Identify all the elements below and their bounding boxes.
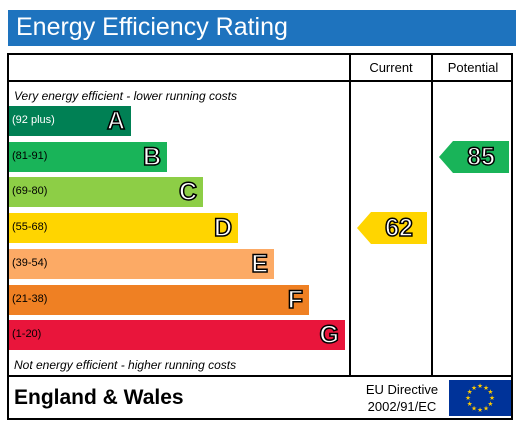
divider-potential	[431, 53, 433, 377]
flag-star-icon: ★	[471, 384, 477, 392]
band-range-label: (21-38)	[12, 292, 48, 305]
eu-flag-icon: ★ ★★★★★★★★★★★	[449, 380, 511, 416]
band-g: (1-20) G	[9, 320, 345, 351]
footer-rule	[7, 375, 513, 377]
band-range-label: (39-54)	[12, 256, 48, 269]
rating-frame	[7, 53, 513, 420]
band-range-label: (92 plus)	[12, 114, 55, 126]
band-letter-label: F	[287, 285, 304, 315]
current-rating-arrow-value: 62	[384, 213, 413, 243]
region-label: England & Wales	[14, 386, 184, 409]
potential-rating-arrow-value: 85	[466, 142, 495, 172]
flag-star-icon: ★	[477, 406, 483, 414]
band-letter-label: G	[319, 320, 340, 350]
bottom-note: Not energy efficient - higher running co…	[14, 358, 237, 372]
band-c: (69-80) C	[9, 177, 203, 208]
flag-star-icon: ★	[487, 400, 493, 408]
band-letter-label: E	[251, 249, 269, 279]
flag-star-icon: ★	[487, 388, 493, 396]
band-range-label: (81-91)	[12, 149, 48, 162]
flag-star-icon: ★	[477, 382, 483, 390]
flag-star-icon: ★	[467, 400, 473, 408]
flag-star-icon: ★	[467, 388, 473, 396]
current-rating-arrow-shape	[357, 212, 427, 245]
band-b: (81-91) B	[9, 141, 167, 172]
band-range-label: (1-20)	[12, 328, 42, 341]
top-note: Very energy efficient - lower running co…	[14, 89, 237, 103]
column-header-potential: Potential	[447, 60, 499, 75]
band-letter-label: C	[178, 178, 198, 208]
directive-line-1: EU Directive	[365, 382, 439, 397]
band-letter-label: D	[213, 213, 233, 243]
eu-directive: EU Directive 2002/91/EC	[356, 381, 448, 415]
flag-star-icon: ★	[483, 384, 489, 392]
flag-star-icon: ★	[489, 394, 495, 402]
potential-rating-arrow-shape	[439, 140, 509, 173]
flag-star-icon: ★	[483, 405, 489, 413]
potential-rating-arrow: 85	[439, 140, 509, 173]
directive-line-2: 2002/91/EC	[367, 399, 437, 414]
title-bar: Energy Efficiency Rating	[8, 10, 516, 46]
band-d: (55-68) D	[9, 213, 238, 244]
band-a: (92 plus) A	[9, 106, 131, 136]
band-e: (39-54) E	[9, 248, 274, 279]
band-letter-label: A	[106, 106, 126, 136]
current-rating-arrow: 62	[357, 212, 427, 245]
divider-current	[349, 53, 351, 377]
header-rule	[7, 80, 513, 82]
band-range-label: (69-80)	[12, 185, 48, 198]
chart-title: Energy Efficiency Rating	[16, 13, 288, 41]
band-range-label: (55-68)	[12, 221, 48, 234]
flag-star-icon: ★	[471, 405, 477, 413]
column-header-current: Current	[369, 60, 413, 75]
flag-star-icon: ★	[465, 394, 471, 402]
band-f: (21-38) F	[9, 284, 309, 315]
band-letter-label: B	[142, 142, 162, 172]
